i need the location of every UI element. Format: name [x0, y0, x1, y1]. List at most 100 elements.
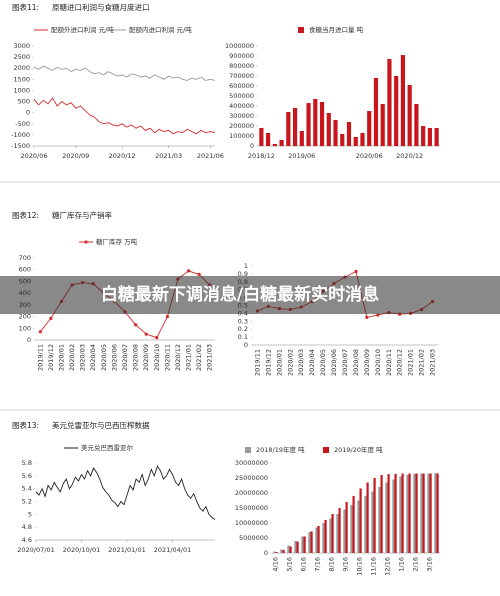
bar: [421, 126, 426, 146]
bar: [406, 475, 409, 553]
x-tick-label: 2021/02: [418, 349, 426, 376]
x-tick-label: 2020/08: [132, 344, 140, 371]
bar: [338, 508, 341, 553]
bar: [322, 523, 325, 553]
bar: [294, 541, 297, 553]
x-tick-label: 2021/03: [206, 344, 214, 371]
x-tick-label: 2020/12: [396, 349, 404, 376]
x-tick-label: 2020/04: [308, 349, 316, 376]
bar: [367, 111, 372, 146]
figure-label: 图表11:: [12, 2, 39, 12]
figure-label: 图表13:: [12, 420, 39, 430]
x-tick-label: 3/16: [426, 557, 434, 572]
bar: [286, 112, 291, 146]
x-tick-label: 2020/02: [68, 344, 76, 371]
bar: [427, 473, 430, 553]
bar: [331, 514, 334, 553]
y-tick-label: 0.3: [238, 317, 248, 325]
overlay-text: 白糖最新下调消息/白糖最新实时消息: [101, 284, 379, 305]
bar: [272, 144, 277, 146]
y-tick-label: 900000: [229, 52, 254, 60]
y-tick-label: 300000: [229, 112, 254, 120]
x-tick-label: 2019/12: [47, 344, 55, 371]
legend-swatch: [245, 447, 251, 453]
legend-label: 配额内进口利润 元/吨: [129, 25, 192, 34]
bar: [308, 532, 311, 553]
bar: [324, 520, 327, 553]
x-tick-label: 11/16: [370, 557, 378, 576]
x-tick-label: 2020/10: [153, 344, 161, 371]
x-tick-label: 2020/04: [89, 344, 97, 371]
legend-label: 食糖当月进口量 吨: [309, 25, 364, 34]
x-tick-label: 2020/12: [396, 152, 423, 160]
bar: [427, 128, 432, 146]
bar: [346, 122, 352, 146]
bar: [394, 76, 399, 146]
y-tick-label: 5.2: [22, 498, 32, 506]
bar: [350, 505, 353, 553]
bar: [266, 133, 271, 146]
y-tick-label: 0: [264, 549, 268, 557]
y-tick-label: 800000: [229, 62, 254, 70]
bar: [429, 473, 432, 553]
legend-label: 糖厂库存 万吨: [96, 237, 138, 246]
legend-swatch: [298, 27, 304, 33]
x-tick-label: 2020/06: [20, 152, 47, 160]
figure-title: 糖厂库存与产销率: [52, 210, 112, 220]
x-tick-label: 2020/05: [100, 344, 108, 371]
y-tick-label: 0.2: [238, 325, 248, 333]
y-tick-label: 200000: [229, 122, 254, 130]
x-tick-label: 2021/06: [197, 152, 224, 160]
y-tick-label: 20000000: [235, 489, 268, 497]
marker: [49, 316, 53, 320]
x-tick-label: 2020/11: [385, 349, 393, 376]
marker: [376, 313, 380, 317]
bar: [345, 502, 348, 553]
figure-label: 图表12:: [12, 210, 39, 220]
x-tick-label: 2020/08: [352, 349, 360, 376]
bar: [343, 509, 346, 553]
bar: [415, 473, 418, 553]
bar: [408, 473, 411, 553]
bar: [340, 134, 345, 146]
y-tick-label: 400000: [229, 102, 254, 110]
legend-label: 配额外进口利润 元/吨: [51, 25, 114, 34]
y-tick-label: 600000: [229, 82, 254, 90]
x-tick-label: 2020/06: [110, 344, 118, 371]
x-tick-label: 2020/10: [374, 349, 382, 376]
figure-title: 原糖进口利润与食糖月度进口: [52, 2, 150, 12]
marker: [186, 269, 191, 273]
y-tick-label: 4.6: [22, 536, 32, 544]
bar: [310, 531, 313, 553]
bar: [296, 541, 299, 553]
y-tick-label: 5.8: [22, 459, 32, 467]
x-tick-label: 5/16: [286, 557, 294, 572]
bar: [292, 108, 298, 146]
bar: [326, 113, 331, 146]
bar: [420, 473, 423, 553]
x-tick-label: 10/16: [356, 557, 364, 576]
x-tick-label: 9/16: [342, 557, 350, 572]
y-tick-label: 500000: [229, 92, 254, 100]
figure-title: 美元兑雷亚尔与巴西压榨数据: [52, 420, 150, 430]
y-tick-label: 100000: [229, 132, 254, 140]
marker: [197, 272, 201, 276]
x-tick-label: 2020/06: [356, 152, 383, 160]
bar: [364, 496, 367, 553]
bar: [303, 536, 306, 553]
bar: [434, 473, 437, 553]
line: [35, 465, 216, 520]
bar: [399, 476, 402, 553]
y-tick-label: 0: [26, 109, 30, 117]
bar: [360, 133, 365, 146]
bar: [273, 551, 276, 553]
bar: [401, 473, 404, 553]
x-tick-label: 2021/01/01: [108, 546, 145, 554]
y-tick-label: 200: [19, 313, 31, 321]
bar: [280, 549, 283, 553]
x-tick-label: 2020/03: [79, 344, 87, 371]
x-tick-label: 2020/05: [319, 349, 327, 376]
x-tick-label: 2020/02: [286, 349, 294, 376]
legend-label: 美元兑巴西雷亚尔: [81, 443, 134, 452]
